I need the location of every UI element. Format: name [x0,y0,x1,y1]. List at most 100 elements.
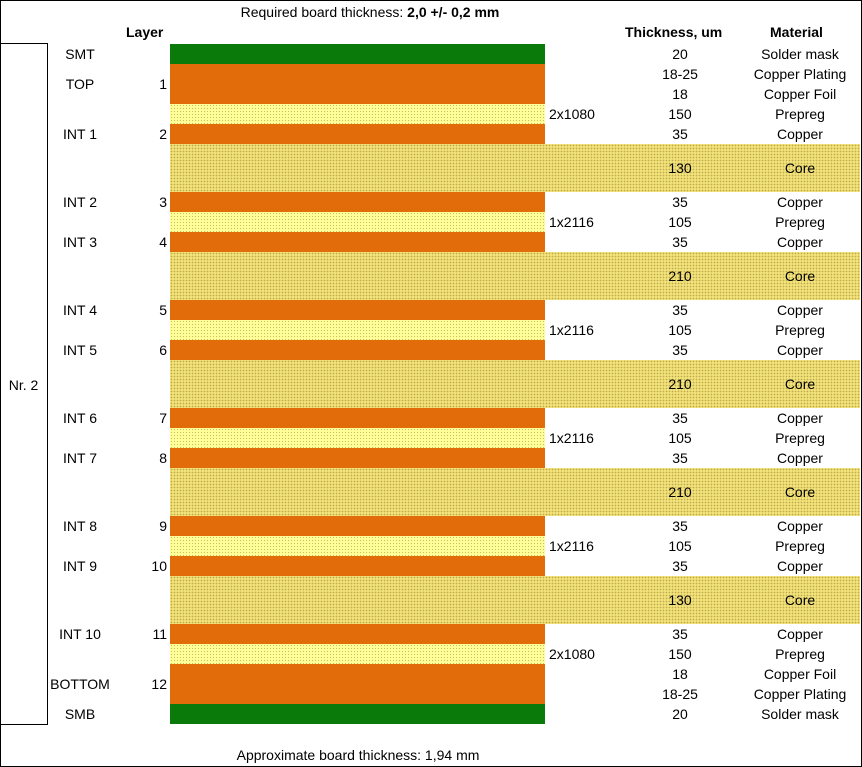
stack-band-copper [170,300,545,320]
required-thickness-label: Required board thickness: [240,4,408,20]
layer-name: INT 5 [63,342,97,358]
layer-number: 11 [152,626,167,642]
layer-thickness: 35 [672,126,688,142]
layer-name: SMB [64,706,96,722]
core-thickness: 130 [668,592,692,608]
thickness-column-header: Thickness, um [625,24,723,40]
layer-number: 7 [159,410,167,426]
layer-material: Copper [777,558,823,574]
core-material: Core [784,376,816,392]
layer-material: Copper Plating [753,686,847,702]
layer-name: INT 8 [63,518,97,534]
layer-material: Copper [777,302,823,318]
stack-band-copper [170,340,545,360]
prepreg-glass-style: 2x1080 [549,106,595,122]
stack-band-prepreg [170,428,545,448]
layer-name: INT 3 [63,234,97,250]
stack-band-prepreg [170,320,545,340]
stack-band-prepreg [170,212,545,232]
stack-label: Nr. 2 [8,377,39,393]
layer-column-header: Layer [126,24,164,40]
layer-name: BOTTOM [50,676,110,692]
layer-thickness: 20 [672,706,688,722]
layer-name: INT 2 [63,194,97,210]
stack-band-mask [170,704,545,724]
stack-band-copper [170,624,545,644]
layer-thickness: 35 [672,194,688,210]
layer-number: 1 [159,76,167,92]
core-thickness: 210 [668,484,692,500]
layer-name: INT 4 [63,302,97,318]
layer-material: Copper Foil [763,666,837,682]
layer-thickness: 105 [668,430,692,446]
stack-band-core [170,252,860,300]
stack-band-prepreg [170,536,545,556]
layer-number: 10 [151,558,167,574]
layer-material: Solder mask [761,706,839,722]
layer-thickness: 35 [672,558,688,574]
layer-material: Copper [777,234,823,250]
layer-thickness: 35 [672,626,688,642]
layer-name: INT 6 [63,410,97,426]
stack-band-copper [170,448,545,468]
layer-name: INT 10 [59,626,101,642]
layer-material: Prepreg [775,538,825,554]
layer-material: Copper [777,342,823,358]
layer-name: INT 7 [63,450,97,466]
layer-number: 3 [159,194,167,210]
layer-thickness: 35 [672,342,688,358]
layer-number: 6 [159,342,167,358]
layer-name: TOP [65,76,95,92]
prepreg-glass-style: 1x2116 [549,214,594,230]
layer-number: 12 [151,676,167,692]
layer-number: 9 [159,518,167,534]
stack-band-core [170,360,860,408]
stack-band-copper [170,516,545,536]
layer-name: SMT [65,46,95,62]
layer-material: Copper [777,126,823,142]
layer-material: Prepreg [775,430,825,446]
layer-material: Prepreg [775,646,825,662]
layer-material: Copper Foil [763,86,837,102]
stack-band-prepreg [170,644,545,664]
layer-thickness: 35 [672,234,688,250]
layer-material: Solder mask [761,46,839,62]
core-thickness: 210 [668,268,692,284]
stack-band-copper [170,232,545,252]
core-material: Core [784,592,816,608]
layer-thickness: 105 [668,538,692,554]
core-material: Core [784,160,816,176]
stack-band-core [170,576,860,624]
layer-material: Copper [777,410,823,426]
layer-thickness: 20 [672,46,688,62]
required-thickness-value: 2,0 +/- 0,2 mm [407,4,500,20]
stack-band-copper [170,64,545,104]
core-thickness: 210 [668,376,692,392]
layer-material: Copper Plating [753,66,847,82]
layer-thickness: 150 [668,646,692,662]
layer-material: Copper [777,518,823,534]
stack-band-copper [170,124,545,144]
layer-thickness: 18-25 [662,686,698,702]
material-column-header: Material [770,24,823,40]
layer-thickness: 35 [672,410,688,426]
layer-thickness: 18 [672,86,688,102]
core-thickness: 130 [668,160,692,176]
stack-band-copper [170,664,545,704]
stack-band-core [170,144,860,192]
layer-thickness: 35 [672,518,688,534]
layer-number: 2 [159,126,167,142]
approx-thickness-label: Approximate board thickness: 1,94 mm [236,747,480,763]
stack-band-mask [170,44,545,64]
layer-material: Prepreg [775,214,825,230]
layer-thickness: 35 [672,302,688,318]
required-thickness-title: Required board thickness: 2,0 +/- 0,2 mm [0,4,740,20]
layer-thickness: 105 [668,214,692,230]
prepreg-glass-style: 1x2116 [549,430,594,446]
layer-name: INT 1 [63,126,97,142]
layer-number: 8 [159,450,167,466]
stack-bracket [0,43,48,725]
layer-material: Copper [777,626,823,642]
layer-material: Copper [777,450,823,466]
layer-material: Prepreg [775,106,825,122]
